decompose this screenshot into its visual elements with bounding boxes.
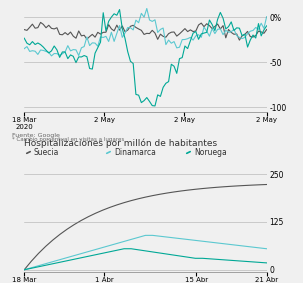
Text: * Cambio porcentual en visitas a lugares: * Cambio porcentual en visitas a lugares: [12, 138, 124, 143]
Text: Hospitalizaciones por millón de habitantes: Hospitalizaciones por millón de habitant…: [24, 139, 217, 148]
Text: Suecia: Suecia: [34, 148, 59, 157]
Text: Fuente: Google: Fuente: Google: [12, 133, 60, 138]
Text: Dinamarca: Dinamarca: [114, 148, 156, 157]
Text: Noruega: Noruega: [194, 148, 227, 157]
